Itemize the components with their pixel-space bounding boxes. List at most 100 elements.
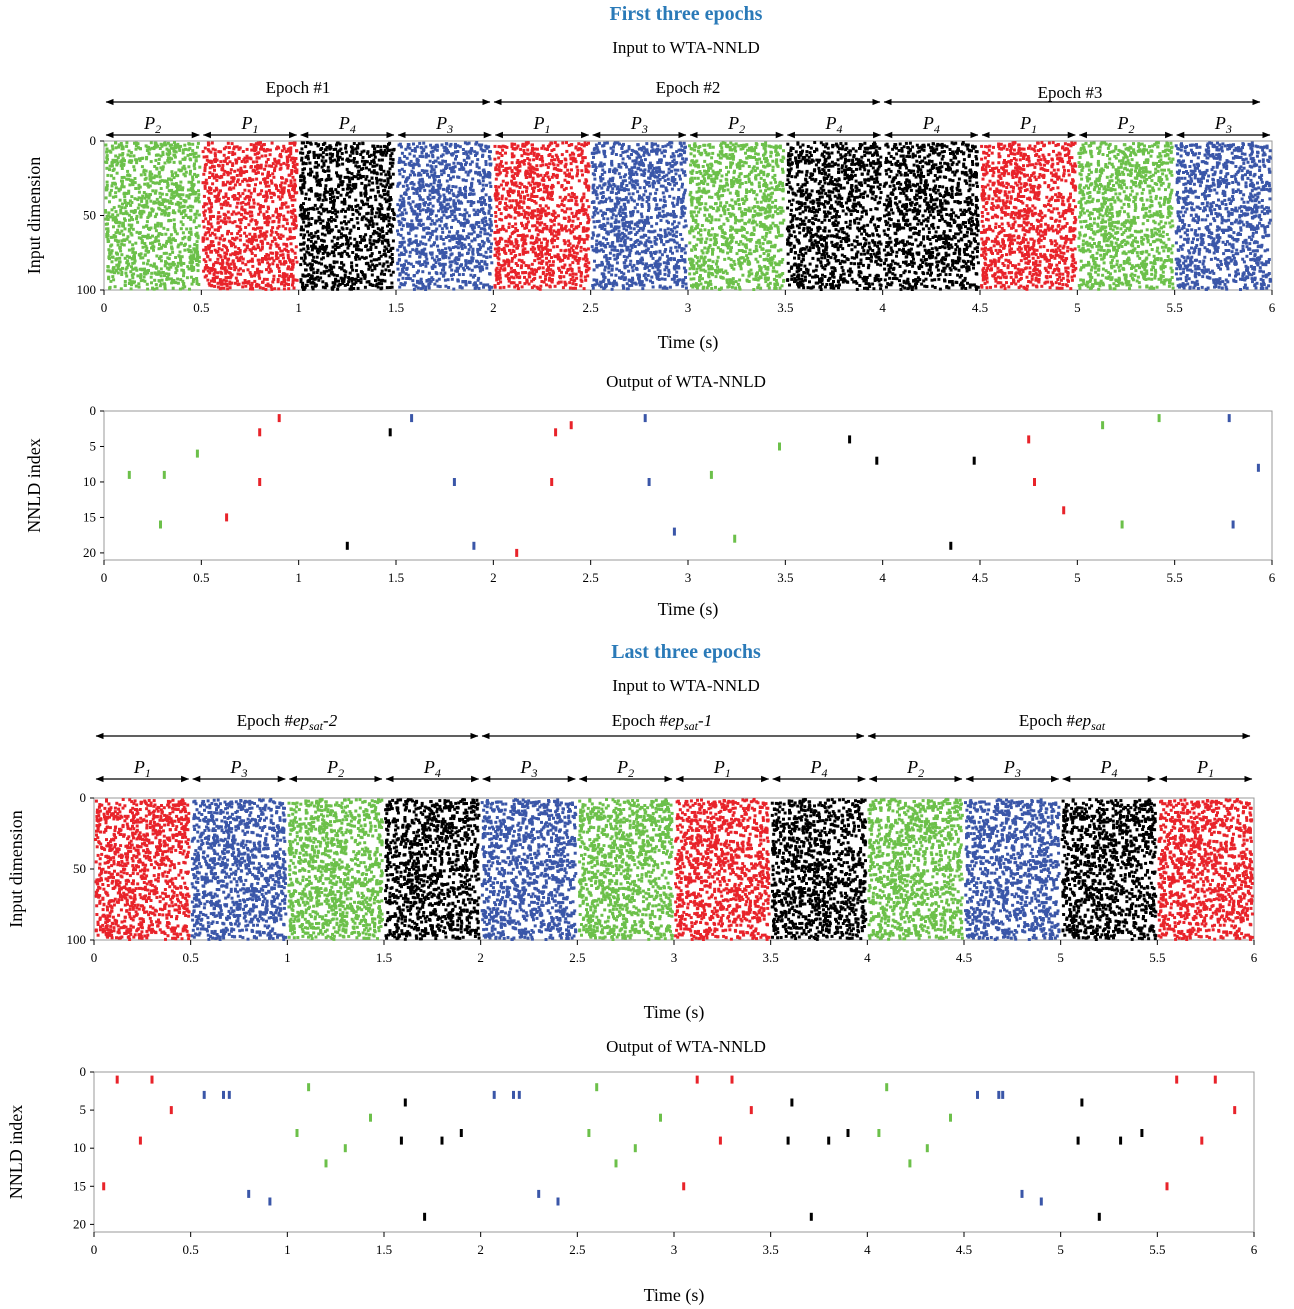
- spike: [416, 279, 419, 283]
- spike: [158, 175, 162, 179]
- spike: [287, 173, 291, 177]
- spike: [366, 248, 370, 252]
- spike: [369, 195, 373, 199]
- spike: [537, 261, 541, 265]
- spike: [189, 169, 192, 173]
- spike: [556, 143, 560, 147]
- spike: [481, 244, 485, 248]
- spike: [123, 206, 127, 210]
- spike: [316, 247, 320, 251]
- spike: [537, 247, 541, 251]
- spike: [339, 221, 343, 225]
- spike: [467, 141, 471, 145]
- spike: [191, 280, 195, 284]
- spike: [407, 224, 411, 228]
- spike: [350, 261, 354, 265]
- spike: [292, 223, 296, 226]
- spike: [196, 173, 200, 177]
- spike: [123, 198, 127, 202]
- spike: [123, 217, 126, 221]
- spike: [568, 263, 572, 267]
- spike: [235, 145, 239, 149]
- spike: [494, 196, 498, 200]
- spike: [208, 186, 211, 190]
- spike: [378, 228, 382, 232]
- spike: [142, 235, 146, 239]
- spike: [301, 273, 305, 277]
- spike: [144, 244, 148, 248]
- spike: [134, 284, 138, 288]
- spike: [369, 259, 373, 263]
- spike: [248, 178, 252, 182]
- spike: [208, 159, 212, 163]
- spike: [227, 257, 231, 261]
- spike: [125, 274, 129, 278]
- spike: [157, 257, 161, 260]
- spike: [581, 204, 585, 208]
- spike: [140, 268, 144, 272]
- spike: [517, 276, 521, 280]
- spike: [434, 190, 438, 194]
- spike: [418, 203, 422, 206]
- spike: [258, 226, 262, 230]
- spike: [226, 173, 230, 177]
- spike: [153, 215, 157, 219]
- spike: [174, 230, 178, 234]
- spike: [161, 271, 165, 274]
- spike: [369, 153, 373, 157]
- spike: [427, 154, 431, 158]
- spike: [575, 236, 579, 240]
- spike: [505, 204, 509, 208]
- spike: [423, 169, 427, 173]
- spike: [411, 223, 415, 227]
- spike: [536, 213, 540, 217]
- spike: [451, 185, 455, 188]
- spike: [128, 154, 132, 158]
- spike: [416, 286, 420, 290]
- spike: [474, 154, 477, 157]
- spike: [544, 274, 548, 278]
- spike: [434, 165, 438, 169]
- spike: [302, 182, 306, 186]
- spike: [534, 201, 538, 205]
- spike: [186, 216, 190, 219]
- spike: [230, 142, 234, 146]
- spike: [263, 167, 267, 171]
- spike: [574, 272, 578, 276]
- spike: [387, 269, 391, 273]
- spike: [376, 275, 380, 279]
- spike: [277, 159, 281, 163]
- spike: [532, 195, 536, 198]
- spike: [129, 203, 133, 207]
- spike: [159, 187, 163, 190]
- spike: [183, 157, 187, 161]
- spike: [139, 252, 143, 256]
- spike: [279, 190, 283, 194]
- spike: [222, 172, 226, 176]
- spike: [159, 222, 163, 226]
- spike: [557, 266, 561, 270]
- spike: [265, 210, 269, 214]
- spike: [484, 193, 488, 197]
- spike: [533, 171, 537, 175]
- spike: [321, 226, 325, 230]
- spike: [351, 184, 355, 188]
- spike: [224, 252, 228, 256]
- spike: [453, 258, 457, 262]
- spike: [484, 202, 488, 206]
- spike: [549, 185, 553, 189]
- spike: [405, 222, 409, 226]
- spike: [335, 141, 339, 145]
- spike: [289, 179, 293, 183]
- spike: [216, 257, 220, 261]
- spike: [367, 267, 371, 271]
- spike: [520, 206, 524, 210]
- spike: [352, 287, 356, 290]
- spike: [306, 280, 310, 284]
- spike: [213, 268, 217, 272]
- spike: [141, 256, 145, 260]
- spike: [264, 164, 268, 168]
- spike: [375, 282, 379, 286]
- spike: [362, 215, 366, 219]
- spike: [159, 267, 163, 271]
